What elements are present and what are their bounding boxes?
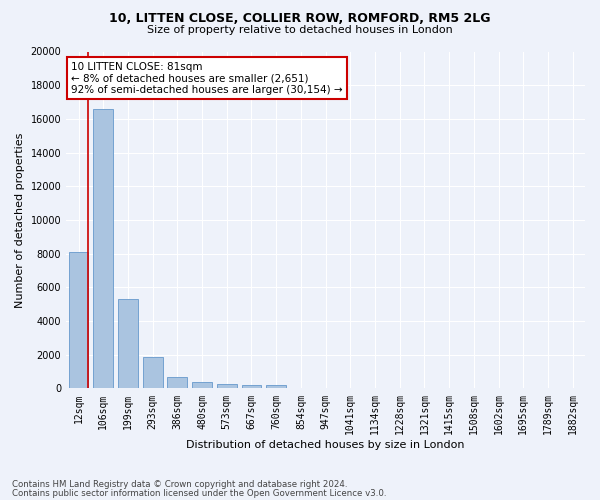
Text: Size of property relative to detached houses in London: Size of property relative to detached ho… [147,25,453,35]
Bar [118,299,138,388]
Text: Contains HM Land Registry data © Crown copyright and database right 2024.: Contains HM Land Registry data © Crown c… [12,480,347,489]
Bar [94,109,113,388]
Bar [242,385,262,388]
Text: 10 LITTEN CLOSE: 81sqm
← 8% of detached houses are smaller (2,651)
92% of semi-d: 10 LITTEN CLOSE: 81sqm ← 8% of detached … [71,62,343,95]
Bar [167,376,187,388]
Bar [217,384,236,388]
Bar [266,385,286,388]
Text: Contains public sector information licensed under the Open Government Licence v3: Contains public sector information licen… [12,488,386,498]
Y-axis label: Number of detached properties: Number of detached properties [15,132,25,308]
Text: 10, LITTEN CLOSE, COLLIER ROW, ROMFORD, RM5 2LG: 10, LITTEN CLOSE, COLLIER ROW, ROMFORD, … [109,12,491,26]
Bar [68,252,88,388]
Bar [143,358,163,388]
Bar [192,382,212,388]
X-axis label: Distribution of detached houses by size in London: Distribution of detached houses by size … [187,440,465,450]
